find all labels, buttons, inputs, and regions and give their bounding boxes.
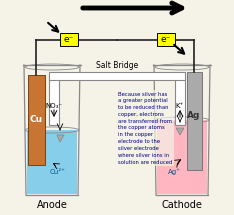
FancyBboxPatch shape (49, 72, 185, 80)
Polygon shape (176, 128, 184, 135)
FancyBboxPatch shape (186, 72, 201, 170)
Text: e⁻: e⁻ (160, 34, 171, 43)
Text: e⁻: e⁻ (63, 34, 74, 43)
FancyBboxPatch shape (49, 75, 59, 125)
FancyBboxPatch shape (175, 75, 185, 125)
Text: Cu²⁺: Cu²⁺ (50, 169, 66, 175)
Text: Cathode: Cathode (161, 200, 202, 210)
Text: Salt Bridge: Salt Bridge (96, 61, 138, 70)
Text: Because silver has
a greater potential
to be reduced than
copper, electrons
are : Because silver has a greater potential t… (118, 92, 172, 164)
Polygon shape (157, 120, 207, 194)
Polygon shape (57, 135, 64, 142)
Text: NO₃⁻: NO₃⁻ (45, 103, 62, 109)
Text: K⁺: K⁺ (176, 103, 184, 109)
Text: Ag: Ag (187, 112, 201, 120)
Text: Cu: Cu (29, 115, 43, 124)
Text: Anode: Anode (37, 200, 67, 210)
FancyBboxPatch shape (157, 32, 175, 46)
FancyBboxPatch shape (28, 75, 44, 165)
Polygon shape (27, 130, 77, 194)
Text: Ag⁺: Ag⁺ (168, 169, 180, 175)
FancyBboxPatch shape (59, 32, 77, 46)
